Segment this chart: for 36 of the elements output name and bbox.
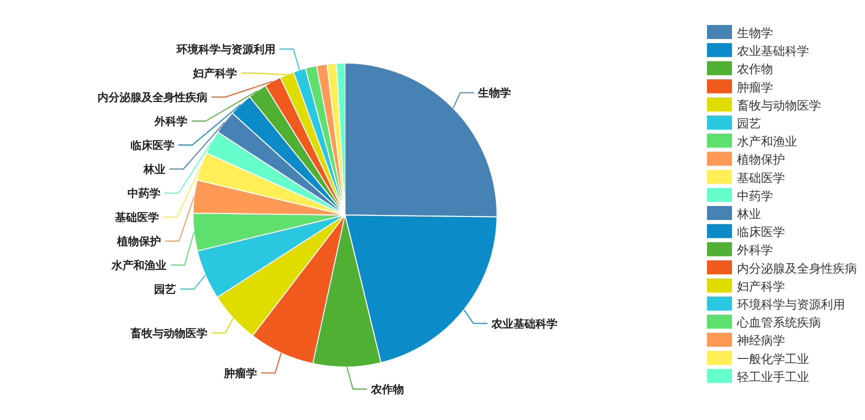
legend-label: 基础医学 xyxy=(737,170,785,185)
legend-label: 畜牧与动物医学 xyxy=(737,98,821,112)
slice-label: 内分泌腺及全身性疾病 xyxy=(97,91,208,104)
slice-label: 水产和渔业 xyxy=(110,259,167,272)
legend-label: 内分泌腺及全身性疾病 xyxy=(737,261,857,276)
legend-label: 神经病学 xyxy=(737,334,785,348)
slice-label: 林业 xyxy=(142,163,166,176)
slice-label: 临床医学 xyxy=(130,139,174,152)
legend-label: 轻工业手工业 xyxy=(737,370,809,384)
slice-label: 农业基础科学 xyxy=(490,317,558,330)
legend-label: 肿瘤学 xyxy=(737,80,773,94)
slice-label: 农作物 xyxy=(370,382,404,396)
slice-label: 中药学 xyxy=(127,187,160,200)
slice-label: 生物学 xyxy=(477,86,512,100)
slice-label: 基础医学 xyxy=(114,211,160,224)
slice-label: 妇产科学 xyxy=(192,67,238,80)
slice-label: 环境科学与资源利用 xyxy=(175,43,276,56)
legend-label: 农业基础科学 xyxy=(737,44,809,58)
legend-label: 农作物 xyxy=(737,62,773,76)
legend-label: 生物学 xyxy=(737,26,773,40)
legend-label: 园艺 xyxy=(737,116,761,130)
legend-label: 临床医学 xyxy=(737,225,785,240)
legend-label: 中药学 xyxy=(737,188,773,203)
legend-label: 环境科学与资源利用 xyxy=(737,298,845,312)
legend-label: 心血管系统疾病 xyxy=(736,316,821,330)
legend-label: 外科学 xyxy=(737,243,773,258)
legend-label: 植物保护 xyxy=(737,152,785,167)
slice-label: 肿瘤学 xyxy=(223,366,258,380)
slice-label: 外科学 xyxy=(154,115,188,128)
legend-label: 林业 xyxy=(736,207,761,221)
slice-label: 畜牧与动物医学 xyxy=(129,326,208,340)
legend-label: 一般化学工业 xyxy=(737,352,809,366)
slice-label: 园艺 xyxy=(154,283,176,296)
slice-label: 植物保护 xyxy=(116,235,162,248)
legend-label: 妇产科学 xyxy=(737,279,785,294)
legend-label: 水产和渔业 xyxy=(737,134,797,149)
